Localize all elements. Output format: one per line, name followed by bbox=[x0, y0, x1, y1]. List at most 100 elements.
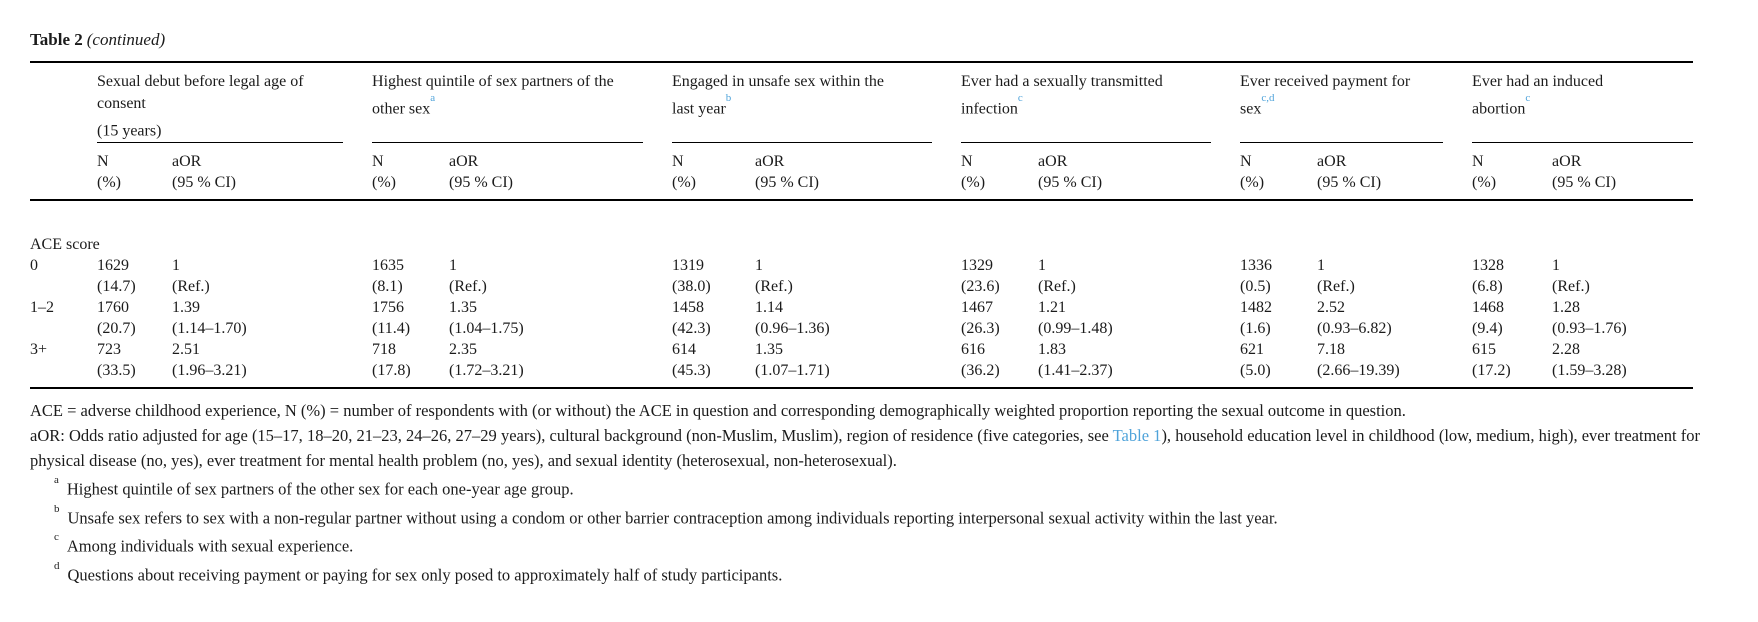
n-pct: (23.6) bbox=[961, 278, 1000, 295]
footnote-legend-aor-pre: aOR: Odds ratio adjusted for age (15–17,… bbox=[30, 426, 1113, 445]
aor-value: 1.35 bbox=[449, 299, 478, 316]
subheader-n-cell: N (%) bbox=[672, 143, 756, 201]
subheader-n: N (%) bbox=[672, 153, 696, 191]
subheader-aor-cell: aOR (95 % CI) bbox=[1038, 143, 1241, 201]
cell-aor: 1.35 (1.04–1.75) bbox=[449, 297, 672, 339]
group-header-induced-abortion: Ever had an induced abortionc bbox=[1472, 62, 1694, 143]
cell-aor: 1.35 (1.07–1.71) bbox=[755, 339, 961, 388]
aor-ci: (1.96–3.21) bbox=[172, 362, 247, 379]
n-value: 723 bbox=[97, 341, 121, 358]
n-value: 1468 bbox=[1472, 299, 1505, 316]
cell-aor: 1 (Ref.) bbox=[449, 255, 672, 297]
n-pct: (11.4) bbox=[372, 320, 411, 337]
n-pct: (38.0) bbox=[672, 278, 711, 295]
n-value: 621 bbox=[1240, 341, 1265, 358]
cell-aor: 1.83 (1.41–2.37) bbox=[1038, 339, 1240, 388]
aor-ci: (1.07–1.71) bbox=[755, 362, 830, 379]
cell-n: 1329 (23.6) bbox=[961, 255, 1038, 297]
cell-aor: 2.35 (1.72–3.21) bbox=[449, 339, 672, 388]
n-pct: (26.3) bbox=[961, 320, 1000, 337]
aor-value: 2.51 bbox=[172, 341, 200, 358]
aor-value: 1.28 bbox=[1552, 299, 1581, 316]
row-label: 0 bbox=[30, 257, 38, 274]
aor-ci: (1.72–3.21) bbox=[449, 362, 524, 379]
table1-link[interactable]: Table 1 bbox=[1112, 426, 1162, 445]
page-content: Table 2 (continued) Sexual debut before l… bbox=[30, 30, 1700, 587]
footnote-marker-b[interactable]: b bbox=[725, 92, 732, 104]
subheader-n-cell: N (%) bbox=[97, 143, 172, 201]
footnote-item-text: Unsafe sex refers to sex with a non-regu… bbox=[67, 508, 1278, 527]
subheader-aor: aOR (95 % CI) bbox=[1552, 153, 1617, 191]
group-header-label: Ever received payment for sex bbox=[1240, 73, 1411, 118]
table-continued-label: (continued) bbox=[86, 30, 166, 49]
n-value: 1319 bbox=[672, 257, 705, 274]
cell-n: 1468 (9.4) bbox=[1472, 297, 1552, 339]
group-header-label: Sexual debut before legal age of consent… bbox=[97, 73, 304, 140]
group-header-text: Ever had a sexually transmitted infectio… bbox=[961, 63, 1240, 120]
group-header-inner: Engaged in unsafe sex within the last ye… bbox=[672, 63, 961, 143]
aor-value: 1.83 bbox=[1038, 341, 1067, 358]
group-header-text: Ever received payment for sexc,d bbox=[1240, 63, 1472, 120]
aor-value: 1 bbox=[755, 257, 764, 274]
group-header-label: Ever had a sexually transmitted infectio… bbox=[961, 73, 1163, 118]
footnote-item-marker: d bbox=[54, 559, 60, 572]
cell-n: 1756 (11.4) bbox=[372, 297, 449, 339]
cell-aor: 1 (Ref.) bbox=[1552, 255, 1693, 297]
subheader-n-cell: N (%) bbox=[1472, 143, 1553, 201]
n-value: 616 bbox=[961, 341, 986, 358]
n-value: 614 bbox=[672, 341, 697, 358]
aor-value: 1.14 bbox=[755, 299, 784, 316]
cell-n: 723 (33.5) bbox=[97, 339, 172, 388]
n-pct: (14.7) bbox=[97, 278, 136, 295]
footnote-item-marker: a bbox=[54, 474, 59, 486]
cell-n: 1629 (14.7) bbox=[97, 255, 172, 297]
subheader-n: N (%) bbox=[1472, 153, 1497, 191]
n-value: 615 bbox=[1472, 341, 1497, 358]
n-value: 1760 bbox=[97, 299, 129, 316]
n-pct: (1.6) bbox=[1240, 320, 1271, 337]
subheader-aor: aOR (95 % CI) bbox=[1317, 153, 1382, 191]
group-header-inner: Sexual debut before legal age of consent… bbox=[97, 63, 372, 144]
group-header-highest-quintile: Highest quintile of sex partners of the … bbox=[372, 62, 672, 143]
cell-n: 1319 (38.0) bbox=[672, 255, 755, 297]
cell-n: 614 (45.3) bbox=[672, 339, 755, 388]
footnote-marker-a[interactable]: a bbox=[430, 92, 436, 104]
aor-ci: (1.41–2.37) bbox=[1038, 362, 1113, 379]
subheader-aor-cell: aOR (95 % CI) bbox=[1317, 143, 1473, 201]
cell-aor: 1 (Ref.) bbox=[1038, 255, 1240, 297]
footnote-marker-c[interactable]: c bbox=[1525, 92, 1531, 104]
section-row: ACE score bbox=[30, 200, 1693, 255]
cell-aor: 7.18 (2.66–19.39) bbox=[1317, 339, 1472, 388]
group-header-label: Ever had an induced abortion bbox=[1472, 73, 1604, 118]
aor-value: 1.39 bbox=[172, 299, 200, 316]
n-value: 1458 bbox=[672, 299, 705, 316]
footnote-marker-c[interactable]: c bbox=[1017, 92, 1023, 104]
aor-ci: (Ref.) bbox=[172, 278, 210, 295]
n-pct: (17.8) bbox=[372, 362, 411, 379]
n-value: 1635 bbox=[372, 257, 405, 274]
table-row-ace-3plus: 3+ 723 (33.5) 2.51 (1.96–3.21) 718 (17.8) 2… bbox=[30, 339, 1693, 388]
cell-aor: 2.28 (1.59–3.28) bbox=[1552, 339, 1693, 388]
group-header-text: Ever had an induced abortionc bbox=[1472, 63, 1693, 120]
subheader-aor: aOR (95 % CI) bbox=[172, 153, 236, 191]
subheader-aor: aOR (95 % CI) bbox=[1038, 153, 1103, 191]
stub-subheader-cell bbox=[30, 143, 97, 201]
cell-aor: 1.39 (1.14–1.70) bbox=[172, 297, 372, 339]
footnote-item-c: c Among individuals with sexual experienc… bbox=[30, 530, 1700, 559]
aor-ci: (Ref.) bbox=[755, 278, 793, 295]
cell-n: 1467 (26.3) bbox=[961, 297, 1038, 339]
footnote-item-marker: b bbox=[54, 502, 60, 515]
group-header-rule bbox=[961, 142, 1212, 143]
footnote-legend-aor: aOR: Odds ratio adjusted for age (15–17,… bbox=[30, 423, 1700, 473]
aor-value: 1.35 bbox=[755, 341, 784, 358]
subheader-n: N (%) bbox=[1240, 153, 1265, 191]
footnote-marker-cd[interactable]: c,d bbox=[1261, 92, 1275, 104]
cell-n: 1482 (1.6) bbox=[1240, 297, 1317, 339]
n-value: 1467 bbox=[961, 299, 994, 316]
subheader-aor-cell: aOR (95 % CI) bbox=[172, 143, 373, 201]
aor-ci: (1.14–1.70) bbox=[172, 320, 247, 337]
column-group-header-row: Sexual debut before legal age of consent… bbox=[30, 62, 1694, 144]
cell-n: 1760 (20.7) bbox=[97, 297, 172, 339]
page-title: Table 2 (continued) bbox=[30, 30, 1700, 50]
footnote-legend-ace: ACE = adverse childhood experience, N (%… bbox=[30, 401, 1406, 420]
